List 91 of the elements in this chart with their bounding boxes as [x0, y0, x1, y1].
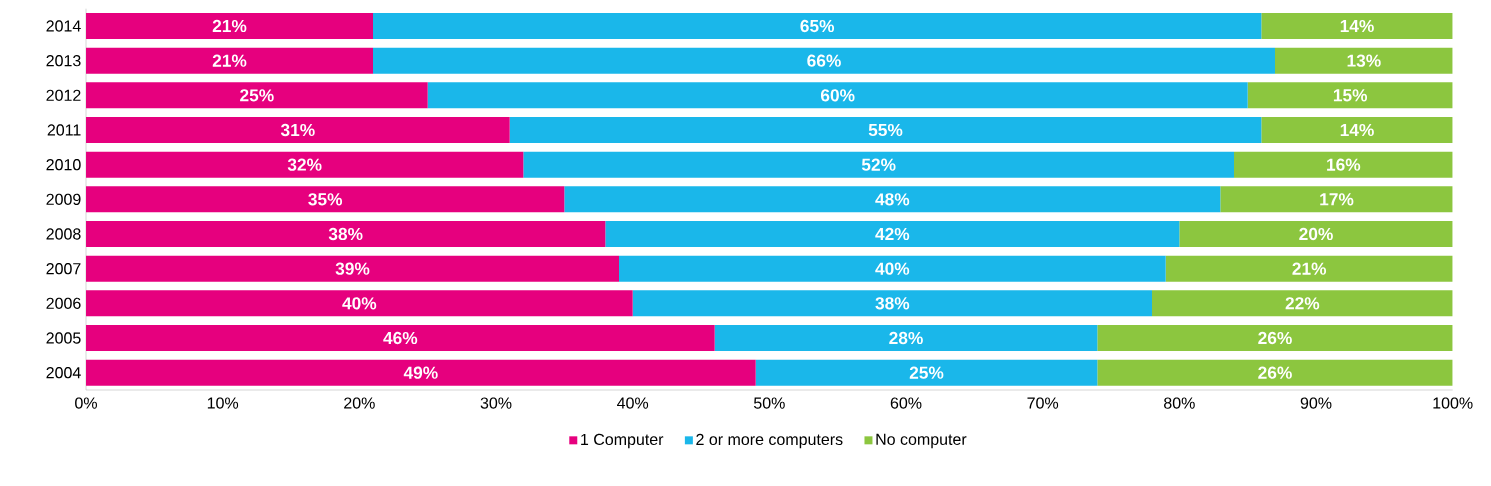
y-tick-label: 2014	[46, 20, 81, 32]
x-tick-label: 10%	[207, 397, 239, 409]
bar	[1097, 359, 1453, 386]
data-label: 28%	[889, 331, 923, 345]
data-label: 14%	[1340, 19, 1374, 33]
data-label: 60%	[820, 89, 855, 102]
x-tick-label: 70%	[1027, 397, 1059, 409]
bar	[1152, 290, 1453, 317]
data-label: 22%	[1285, 297, 1320, 310]
bar	[1234, 151, 1453, 178]
x-tick-label: 90%	[1300, 397, 1332, 409]
y-tick-label: 2010	[46, 159, 81, 171]
data-label: 52%	[861, 158, 896, 171]
bar	[86, 221, 606, 247]
x-tick-label: 0%	[75, 397, 97, 409]
data-label: 26%	[1258, 366, 1292, 379]
data-label: 13%	[1347, 54, 1381, 67]
data-label: 40%	[342, 297, 377, 310]
data-label: 16%	[1327, 158, 1361, 171]
data-label: 21%	[1292, 262, 1327, 275]
bar	[1097, 325, 1453, 352]
bar	[86, 255, 620, 282]
x-tick-label: 30%	[480, 397, 512, 409]
data-label: 21%	[212, 54, 247, 67]
data-label: 26%	[1258, 331, 1292, 345]
data-label: 25%	[240, 89, 274, 102]
bar	[619, 255, 1166, 282]
data-label: 46%	[383, 331, 418, 345]
y-tick-label: 2009	[46, 193, 81, 205]
bar	[86, 325, 715, 352]
bar	[86, 359, 756, 386]
data-label: 20%	[1299, 227, 1333, 241]
legend-label: 2 or more computers	[696, 433, 843, 449]
data-label: 42%	[875, 227, 910, 241]
bar	[755, 359, 1098, 386]
legend-label: 1 Computer	[581, 433, 664, 449]
bar	[86, 151, 524, 178]
data-label: 48%	[875, 193, 910, 206]
legend-label: No computer	[876, 433, 967, 449]
x-tick-label: 60%	[890, 397, 922, 409]
data-label: 31%	[280, 123, 315, 137]
bar	[1261, 13, 1453, 39]
data-label: 21%	[212, 19, 247, 33]
data-label: 40%	[875, 262, 910, 275]
bar	[509, 117, 1262, 144]
bar	[1247, 82, 1453, 109]
y-tick-label: 2013	[46, 55, 81, 67]
data-label: 49%	[403, 366, 438, 379]
y-tick-label: 2012	[46, 89, 81, 101]
data-label: 25%	[909, 366, 944, 379]
data-label: 35%	[308, 193, 343, 206]
bar	[86, 47, 374, 74]
data-label: 17%	[1320, 193, 1354, 206]
bar	[1165, 255, 1453, 282]
data-label: 14%	[1340, 123, 1374, 137]
bar	[86, 13, 374, 39]
data-label: 32%	[287, 158, 322, 171]
x-tick-label: 50%	[753, 397, 785, 409]
bar	[86, 186, 565, 213]
bar	[373, 47, 1276, 74]
y-tick-label: 2011	[47, 124, 81, 136]
bar	[1220, 186, 1453, 213]
bar	[1261, 117, 1453, 144]
x-tick-label: 20%	[344, 397, 375, 409]
y-tick-label: 2005	[46, 332, 81, 344]
data-label: 55%	[868, 123, 903, 137]
bar	[86, 290, 633, 317]
data-label: 39%	[335, 262, 370, 275]
y-tick-label: 2006	[46, 297, 81, 309]
y-tick-label: 2004	[46, 367, 81, 379]
y-tick-label: 2007	[46, 263, 81, 275]
data-label: 38%	[875, 297, 910, 310]
bar	[86, 82, 428, 109]
data-label: 65%	[800, 19, 835, 33]
y-tick-label: 2008	[46, 228, 81, 240]
x-tick-label: 80%	[1164, 397, 1195, 409]
x-tick-label: 40%	[617, 397, 649, 409]
bar	[605, 221, 1180, 247]
bar	[373, 13, 1262, 39]
bar	[1275, 47, 1453, 74]
bar	[86, 117, 510, 144]
bar	[427, 82, 1248, 109]
bar	[1179, 221, 1453, 247]
bar	[714, 325, 1098, 352]
data-label: 15%	[1333, 89, 1368, 102]
bar	[632, 290, 1153, 317]
x-tick-label: 100%	[1433, 397, 1473, 409]
data-label: 38%	[328, 227, 363, 241]
data-label: 66%	[807, 54, 841, 67]
bar	[564, 186, 1221, 213]
bar	[523, 151, 1235, 178]
